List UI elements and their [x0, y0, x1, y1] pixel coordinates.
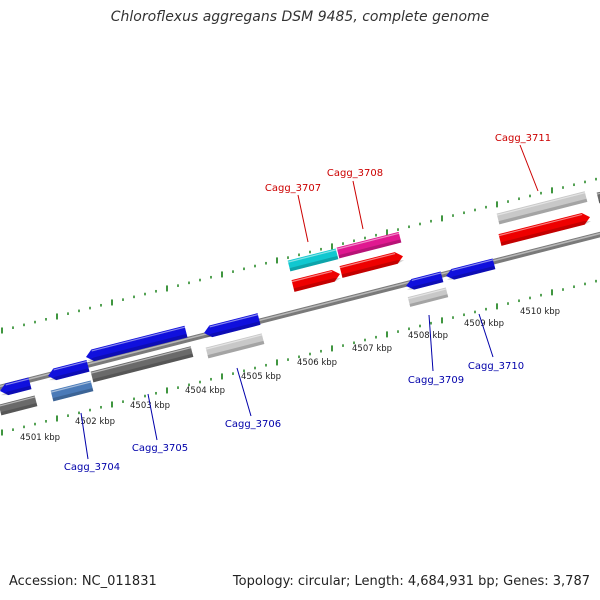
- scale-label: 4507 kbp: [352, 344, 392, 354]
- cds-arrow[interactable]: [203, 313, 261, 339]
- label-leaders: [80, 144, 539, 460]
- gene-bar[interactable]: [0, 395, 38, 416]
- topology-text: Topology: circular; Length: 4,684,931 bp…: [232, 574, 590, 589]
- gene-bar[interactable]: [336, 231, 402, 259]
- cds-arrow[interactable]: [47, 359, 90, 382]
- scale-label: 4502 kbp: [75, 417, 115, 427]
- gene-label-cagg-3707[interactable]: Cagg_3707: [265, 183, 321, 194]
- leader-line: [297, 194, 309, 243]
- gene-bar[interactable]: [90, 346, 194, 383]
- gene-bar[interactable]: [50, 380, 94, 402]
- gene-label-cagg-3709[interactable]: Cagg_3709: [408, 375, 464, 386]
- scale-label: 4504 kbp: [185, 386, 225, 396]
- leader-line: [352, 180, 364, 230]
- cds-arrow[interactable]: [0, 377, 32, 397]
- leader-line: [147, 393, 158, 441]
- gene-label-cagg-3711[interactable]: Cagg_3711: [495, 133, 551, 144]
- leader-line: [80, 412, 89, 460]
- leader-line: [519, 144, 539, 192]
- cds-arrow[interactable]: [339, 250, 405, 278]
- gene-bar[interactable]: [496, 191, 588, 225]
- leader-line: [478, 313, 494, 358]
- genome-backbone: [0, 231, 600, 391]
- accession-text: Accession: NC_011831: [9, 574, 157, 589]
- cds-arrow[interactable]: [405, 271, 444, 291]
- gene-label-cagg-3708[interactable]: Cagg_3708: [327, 168, 383, 179]
- gene-label-cagg-3710[interactable]: Cagg_3710: [468, 361, 524, 372]
- cds-arrow[interactable]: [445, 258, 496, 281]
- gene-bar[interactable]: [596, 191, 600, 204]
- gene-label-cagg-3704[interactable]: Cagg_3704: [64, 462, 120, 473]
- scale-label: 4505 kbp: [241, 372, 281, 382]
- scale-label: 4501 kbp: [20, 433, 60, 443]
- cds-arrow[interactable]: [291, 268, 342, 292]
- gene-label-cagg-3706[interactable]: Cagg_3706: [225, 419, 281, 430]
- gene-features[interactable]: [0, 191, 600, 416]
- gene-bar[interactable]: [407, 287, 449, 307]
- cds-arrow[interactable]: [498, 211, 592, 246]
- gene-label-cagg-3705[interactable]: Cagg_3705: [132, 443, 188, 454]
- gene-bar[interactable]: [287, 248, 339, 272]
- scale-label: 4509 kbp: [464, 319, 504, 329]
- leader-line: [428, 314, 434, 372]
- leader-line: [236, 367, 252, 417]
- cds-arrow[interactable]: [85, 325, 188, 363]
- tick-marks: [1, 177, 597, 436]
- scale-label: 4510 kbp: [520, 307, 560, 317]
- gene-labels[interactable]: Cagg_3704 Cagg_3705 Cagg_3706 Cagg_3707 Cagg…: [64, 133, 551, 473]
- map-title: Chloroflexus aggregans DSM 9485, complet…: [110, 9, 490, 25]
- scale-label: 4508 kbp: [408, 331, 448, 341]
- scale-label: 4506 kbp: [297, 358, 337, 368]
- gene-bar[interactable]: [205, 333, 265, 359]
